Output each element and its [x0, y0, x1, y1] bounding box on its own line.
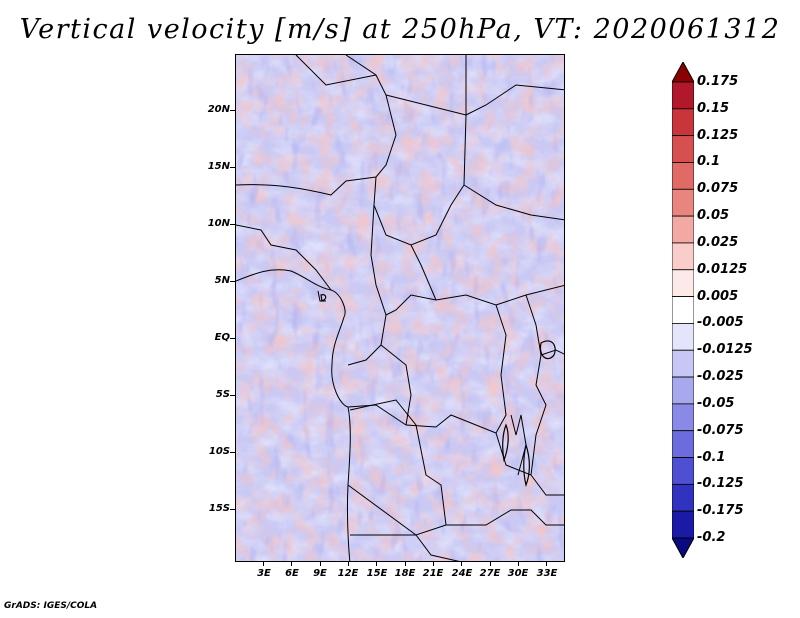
colorbar-segment: [672, 242, 694, 271]
colorbar-label: 0.025: [697, 234, 739, 250]
colorbar-label: -0.025: [697, 369, 744, 385]
colorbar-label: -0.2: [697, 530, 726, 545]
colorbar-label: -0.075: [697, 422, 744, 438]
grads-credit: GrADS: IGES/COLA: [4, 601, 98, 611]
lon-label-3e: 3E: [257, 568, 271, 579]
colorbar-segment: [672, 510, 694, 539]
colorbar-segment: [672, 457, 694, 485]
colorbar: [672, 62, 694, 558]
lon-label-33e: 33E: [536, 568, 558, 579]
colorbar-label: 0.075: [697, 181, 739, 197]
colorbar-segment: [672, 296, 694, 324]
colorbar-label: -0.05: [697, 395, 735, 411]
lat-label-5s: 5S: [215, 389, 230, 400]
lon-label-18e: 18E: [394, 568, 416, 579]
colorbar-segment: [672, 162, 694, 190]
colorbar-segment: [672, 269, 694, 297]
colorbar-label: 0.125: [697, 127, 739, 143]
colorbar-label: -0.125: [697, 476, 744, 492]
country-borders: [236, 55, 564, 561]
colorbar-label: 0.05: [697, 208, 730, 224]
colorbar-segment: [672, 81, 694, 110]
map-title: Vertical velocity [m/s] at 250hPa, VT: 2…: [19, 14, 781, 45]
colorbar-segment: [672, 376, 694, 405]
lat-label-5n: 5N: [214, 275, 230, 286]
colorbar-label: -0.175: [697, 503, 744, 519]
lon-label-9e: 9E: [313, 568, 327, 579]
lon-label-24e: 24E: [451, 568, 473, 579]
lon-label-15e: 15E: [366, 568, 388, 579]
colorbar-segment: [672, 215, 694, 244]
colorbar-segment: [672, 483, 694, 512]
colorbar-bottom-arrow: [672, 537, 694, 558]
lon-label-27e: 27E: [479, 568, 501, 579]
lat-label-15n: 15N: [207, 161, 230, 172]
colorbar-segment: [672, 135, 694, 163]
colorbar-label: 0.1: [697, 154, 721, 170]
colorbar-label: -0.1: [697, 449, 726, 465]
colorbar-label: 0.175: [697, 74, 739, 89]
lon-label-12e: 12E: [337, 568, 359, 579]
colorbar-segment: [672, 403, 694, 432]
colorbar-label: 0.0125: [697, 261, 748, 277]
lat-label-10s: 10S: [208, 446, 230, 457]
velocity-map: [235, 54, 565, 562]
colorbar-segment: [672, 323, 694, 351]
colorbar-segment: [672, 108, 694, 137]
velocity-field: [236, 55, 564, 561]
lat-label-20n: 20N: [207, 104, 230, 115]
lon-label-6e: 6E: [285, 568, 299, 579]
colorbar-top-arrow: [672, 62, 694, 83]
colorbar-label: 0.005: [697, 288, 739, 304]
lat-label-eq: EQ: [214, 332, 230, 343]
colorbar-label: -0.005: [697, 315, 744, 331]
lon-label-21e: 21E: [422, 568, 444, 579]
colorbar-segment: [672, 188, 694, 217]
lon-label-30e: 30E: [507, 568, 529, 579]
colorbar-label: 0.15: [697, 100, 730, 116]
colorbar-segment: [672, 430, 694, 458]
colorbar-segment: [672, 349, 694, 378]
lat-label-15s: 15S: [208, 503, 230, 514]
lat-label-10n: 10N: [207, 218, 230, 229]
colorbar-label: -0.0125: [697, 342, 753, 358]
